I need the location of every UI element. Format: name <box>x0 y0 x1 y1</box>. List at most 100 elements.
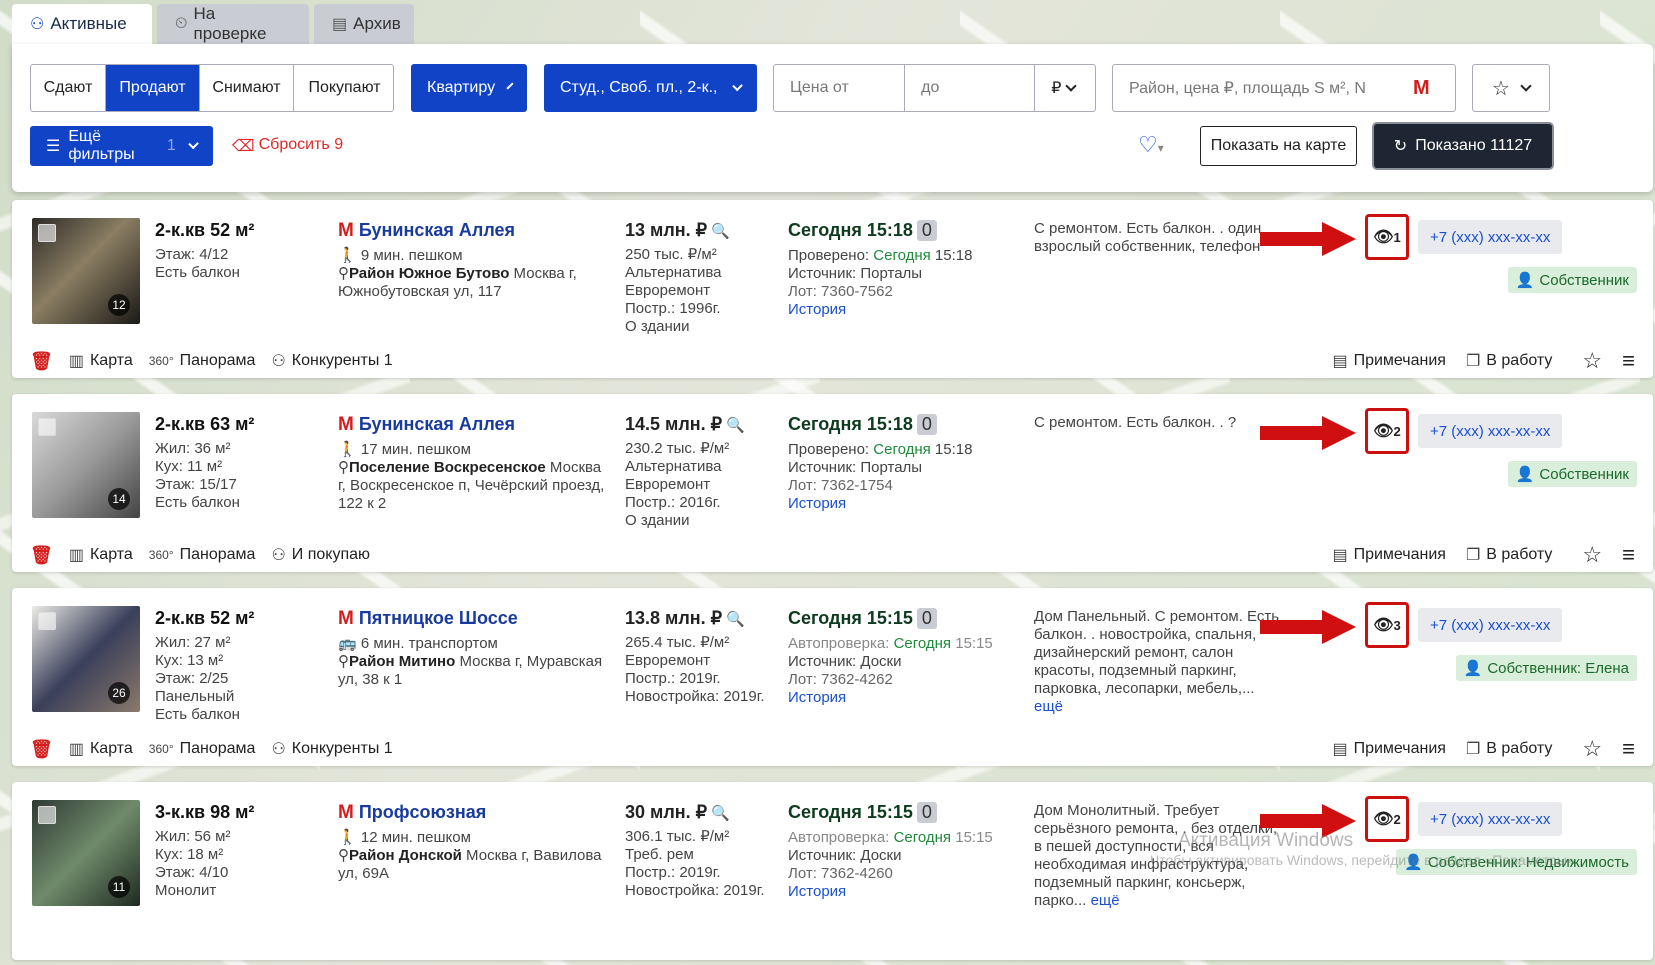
price-search-icon[interactable]: 🔍 <box>711 223 730 240</box>
rooms-dropdown[interactable]: Студ., Своб. пл., 2-к., 3... <box>544 64 757 112</box>
listing-photo[interactable]: 26 <box>32 606 140 712</box>
delete-icon[interactable]: 🗑 <box>30 350 53 371</box>
more-link[interactable]: ещё <box>1034 698 1064 715</box>
history-link[interactable]: История <box>788 301 847 318</box>
listing-title[interactable]: 2-к.кв 63 м² <box>155 414 255 434</box>
map-action[interactable]: ▥ Карта <box>69 545 133 565</box>
history-link[interactable]: История <box>788 689 847 706</box>
listing-title[interactable]: 2-к.кв 52 м² <box>155 220 255 240</box>
phone-button[interactable]: +7 (xxx) xxx-xx-xx <box>1418 802 1563 836</box>
menu-icon[interactable]: ≡ <box>1622 348 1635 373</box>
map-action[interactable]: ▥ Карта <box>69 351 133 371</box>
metro-line[interactable]: M Профсоюзная <box>338 802 610 824</box>
reset-filters-link[interactable]: ⌫ Сбросить 9 <box>232 136 343 156</box>
metro-line[interactable]: M Пятницкое Шоссе <box>338 608 610 630</box>
notes-action[interactable]: ▤ Примечания <box>1332 545 1446 565</box>
menu-icon[interactable]: ≡ <box>1622 542 1635 567</box>
tab-archive[interactable]: ▤ Архив <box>314 4 414 44</box>
currency-select[interactable]: ₽ <box>1035 65 1095 111</box>
source: Источник: Доски <box>788 653 902 670</box>
listing-photo[interactable]: 11 <box>32 800 140 906</box>
property-type-dropdown[interactable]: Квартиру <box>411 64 527 112</box>
owner-badge: 👤 Собственник <box>1507 267 1637 293</box>
search-field[interactable]: Район, цена ₽, площадь S м², N M <box>1112 64 1456 112</box>
show-on-map-button[interactable]: Показать на карте <box>1200 126 1357 166</box>
metro-line[interactable]: M Бунинская Аллея <box>338 414 610 436</box>
select-checkbox[interactable] <box>38 612 56 630</box>
select-checkbox[interactable] <box>38 806 56 824</box>
metro-icon[interactable]: M <box>1413 76 1430 99</box>
check-status: Проверено: Сегодня 15:18 <box>788 247 1008 265</box>
listing-date: Сегодня 15:18 <box>788 414 913 434</box>
notes-label: Примечания <box>1353 740 1446 757</box>
price-search-icon[interactable]: 🔍 <box>711 805 730 822</box>
tab-active[interactable]: ⚇ Активные <box>12 4 152 44</box>
panorama-action[interactable]: 360° Панорама <box>149 546 256 564</box>
favorites-dropdown[interactable]: ☆ <box>1472 64 1550 112</box>
price-search-icon[interactable]: 🔍 <box>726 417 745 434</box>
map-action[interactable]: ▥ Карта <box>69 739 133 759</box>
deal-buy[interactable]: Покупают <box>308 79 381 96</box>
metro-icon: M <box>338 414 354 435</box>
listing-photo[interactable]: 12 <box>32 218 140 324</box>
heart-search-icon[interactable]: ♡▾ <box>1138 132 1164 157</box>
listing-photo[interactable]: 14 <box>32 412 140 518</box>
phone-button[interactable]: +7 (xxx) xxx-xx-xx <box>1418 414 1563 448</box>
to-work-action[interactable]: ❐ В работу <box>1466 739 1552 759</box>
phone-button[interactable]: +7 (xxx) xxx-xx-xx <box>1418 220 1563 254</box>
select-checkbox[interactable] <box>38 224 56 242</box>
phone-button[interactable]: +7 (xxx) xxx-xx-xx <box>1418 608 1563 642</box>
price-detail: Постр.: 2016г. <box>625 494 721 511</box>
views-counter[interactable]: 👁 2 <box>1365 408 1409 454</box>
price-from-input[interactable]: Цена от <box>774 65 906 111</box>
price-search-icon[interactable]: 🔍 <box>726 611 745 628</box>
lot-number: Лот: 7362-1754 <box>788 477 893 494</box>
address: Москва г, Вавилова ул, 69А <box>338 847 602 882</box>
more-link[interactable]: ещё <box>1090 892 1120 909</box>
transport-icon: 🚶 <box>338 829 357 846</box>
listing-detail: Кух: 18 м² <box>155 846 224 863</box>
more-filters-button[interactable]: ☰ Ещё фильтры 1 <box>30 126 213 166</box>
delete-icon[interactable]: 🗑 <box>30 544 53 565</box>
notes-action[interactable]: ▤ Примечания <box>1332 739 1446 759</box>
star-icon[interactable]: ☆ <box>1582 736 1603 761</box>
check-label: Автопроверка: <box>788 829 894 846</box>
deal-rent[interactable]: Снимают <box>200 65 294 111</box>
listing-title[interactable]: 3-к.кв 98 м² <box>155 802 255 822</box>
price-detail: Постр.: 2019г. <box>625 864 721 881</box>
search-input[interactable]: Район, цена ₽, площадь S м², N <box>1129 80 1366 97</box>
views-counter[interactable]: 👁 2 <box>1365 796 1409 842</box>
phone-number: +7 (xxx) xxx-xx-xx <box>1430 228 1551 246</box>
history-link[interactable]: История <box>788 495 847 512</box>
star-icon[interactable]: ☆ <box>1582 542 1603 567</box>
notes-action[interactable]: ▤ Примечания <box>1332 351 1446 371</box>
star-icon[interactable]: ☆ <box>1582 348 1603 373</box>
rooms-label: Студ., Своб. пл., 2-к., 3... <box>560 79 720 96</box>
tab-review[interactable]: ⏲ На проверке <box>157 4 309 44</box>
listing-detail: Есть балкон <box>155 264 240 281</box>
extra-action-label: Конкуренты 1 <box>291 352 393 369</box>
menu-icon[interactable]: ≡ <box>1622 736 1635 761</box>
extra-action[interactable]: ⚇ И покупаю <box>271 545 370 565</box>
to-work-action[interactable]: ❐ В работу <box>1466 351 1552 371</box>
location-block: M Бунинская Аллея 🚶 17 мин. пешком ⚲Посел… <box>338 414 610 513</box>
delete-icon[interactable]: 🗑 <box>30 738 53 759</box>
views-counter[interactable]: 👁 3 <box>1365 602 1409 648</box>
views-counter[interactable]: 👁 1 <box>1365 214 1409 260</box>
price-to-input[interactable]: до <box>905 65 1036 111</box>
listing-title[interactable]: 2-к.кв 52 м² <box>155 608 255 628</box>
shown-count-button[interactable]: ↻ Показано 11127 <box>1374 124 1552 168</box>
history-link[interactable]: История <box>788 883 847 900</box>
deal-sell[interactable]: Продают <box>106 65 200 111</box>
transport-icon: 🚶 <box>338 441 357 458</box>
deal-rent-out[interactable]: Сдают <box>31 65 106 111</box>
metro-line[interactable]: M Бунинская Аллея <box>338 220 610 242</box>
notes-icon: ▤ <box>1332 741 1348 758</box>
panorama-action[interactable]: 360° Панорама <box>149 352 256 370</box>
panorama-action[interactable]: 360° Панорама <box>149 740 256 758</box>
extra-action[interactable]: ⚇ Конкуренты 1 <box>271 739 392 759</box>
location-block: M Бунинская Аллея 🚶 9 мин. пешком ⚲Район … <box>338 220 610 301</box>
extra-action[interactable]: ⚇ Конкуренты 1 <box>271 351 392 371</box>
to-work-action[interactable]: ❐ В работу <box>1466 545 1552 565</box>
select-checkbox[interactable] <box>38 418 56 436</box>
